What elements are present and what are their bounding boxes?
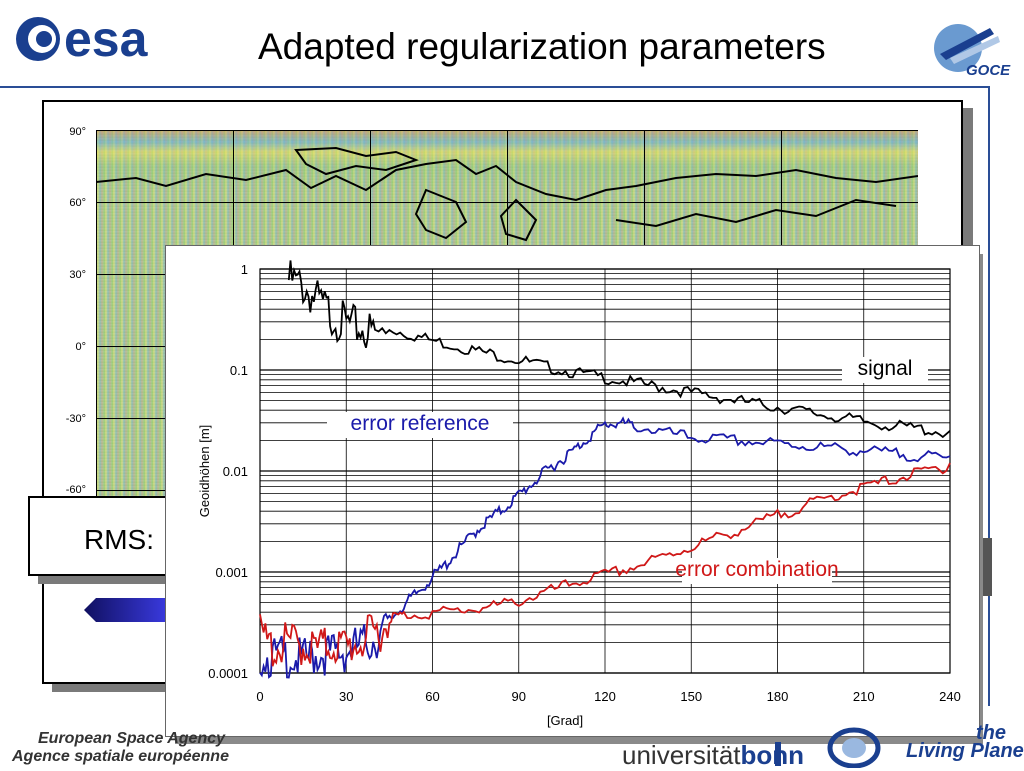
series-line-error-reference: [259, 416, 951, 679]
x-tick-label: 120: [594, 689, 616, 704]
lat-label-30: 30°: [69, 269, 86, 281]
series-line-signal: [287, 260, 951, 439]
itg-logo: [827, 727, 881, 768]
uni-bold-text: bonn: [740, 740, 805, 770]
y-tick-label: 0.1: [230, 363, 248, 378]
footer-uni-bonn-logo: universitätbonn: [622, 740, 804, 771]
x-tick-label: 240: [939, 689, 961, 704]
uni-bonn-bar: [775, 742, 781, 766]
y-tick-label: 0.01: [223, 464, 248, 479]
esa-logo-text: esa: [64, 11, 149, 67]
lat-label-0: 0°: [75, 341, 86, 353]
lat-label-90: 90°: [69, 126, 86, 138]
rms-label: RMS:: [84, 524, 154, 555]
colorbar-edge: [980, 538, 992, 596]
color-scale-arrow: [84, 598, 168, 622]
lat-label-minus30: -30°: [65, 413, 86, 425]
annotation-error-reference: error reference: [351, 412, 490, 435]
annotation-error-combination: error combination: [675, 558, 838, 581]
y-tick-label: 0.001: [215, 565, 248, 580]
y-tick-label: 0.0001: [208, 666, 248, 681]
lat-label-60: 60°: [69, 197, 86, 209]
uni-text: universität: [622, 740, 741, 770]
x-tick-label: 210: [853, 689, 875, 704]
footer-esa-french: Agence spatiale européenne: [12, 748, 229, 765]
x-tick-label: 30: [339, 689, 353, 704]
x-axis-label: [Grad]: [547, 713, 583, 728]
footer-living-planet-the: the: [976, 722, 1006, 744]
geoid-degree-chart: 0 30 60 90 120 150 180 210 240 1 0.1 0.01 0.001 0.000…: [197, 260, 961, 728]
slide-title: Adapted regularization parameters: [258, 26, 826, 67]
x-tick-label: 60: [425, 689, 439, 704]
goce-logo: [934, 24, 1000, 72]
header-divider: [0, 86, 990, 88]
x-tick-label: 90: [512, 689, 526, 704]
series-line-error-combination: [259, 462, 951, 667]
right-divider: [988, 86, 990, 706]
annotation-background: [682, 558, 832, 584]
esa-logo: esa: [16, 11, 149, 67]
footer-esa-english: European Space Agency: [38, 730, 226, 747]
annotation-signal: signal: [858, 357, 913, 380]
x-tick-label: 180: [767, 689, 789, 704]
plot-frame: [259, 268, 951, 674]
annotation-background: [327, 412, 513, 438]
y-axis-label: Geoidhöhen [m]: [197, 425, 212, 518]
lat-label-minus60: -60°: [65, 484, 86, 496]
annotation-background: [842, 357, 928, 383]
coastline-outline: [96, 146, 918, 242]
y-tick-label: 1: [241, 262, 248, 277]
rms-box: [28, 496, 168, 576]
x-tick-label: 150: [680, 689, 702, 704]
footer-living-planet: Living Planet: [906, 740, 1024, 762]
goce-logo-text: GOCE: [966, 62, 1011, 79]
x-tick-label: 0: [256, 689, 263, 704]
